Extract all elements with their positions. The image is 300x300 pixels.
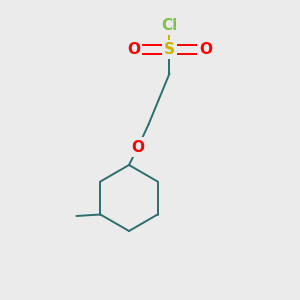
- Text: O: O: [127, 42, 140, 57]
- Text: O: O: [199, 42, 212, 57]
- Text: Cl: Cl: [161, 18, 178, 33]
- Text: S: S: [164, 42, 175, 57]
- Text: O: O: [131, 140, 145, 154]
